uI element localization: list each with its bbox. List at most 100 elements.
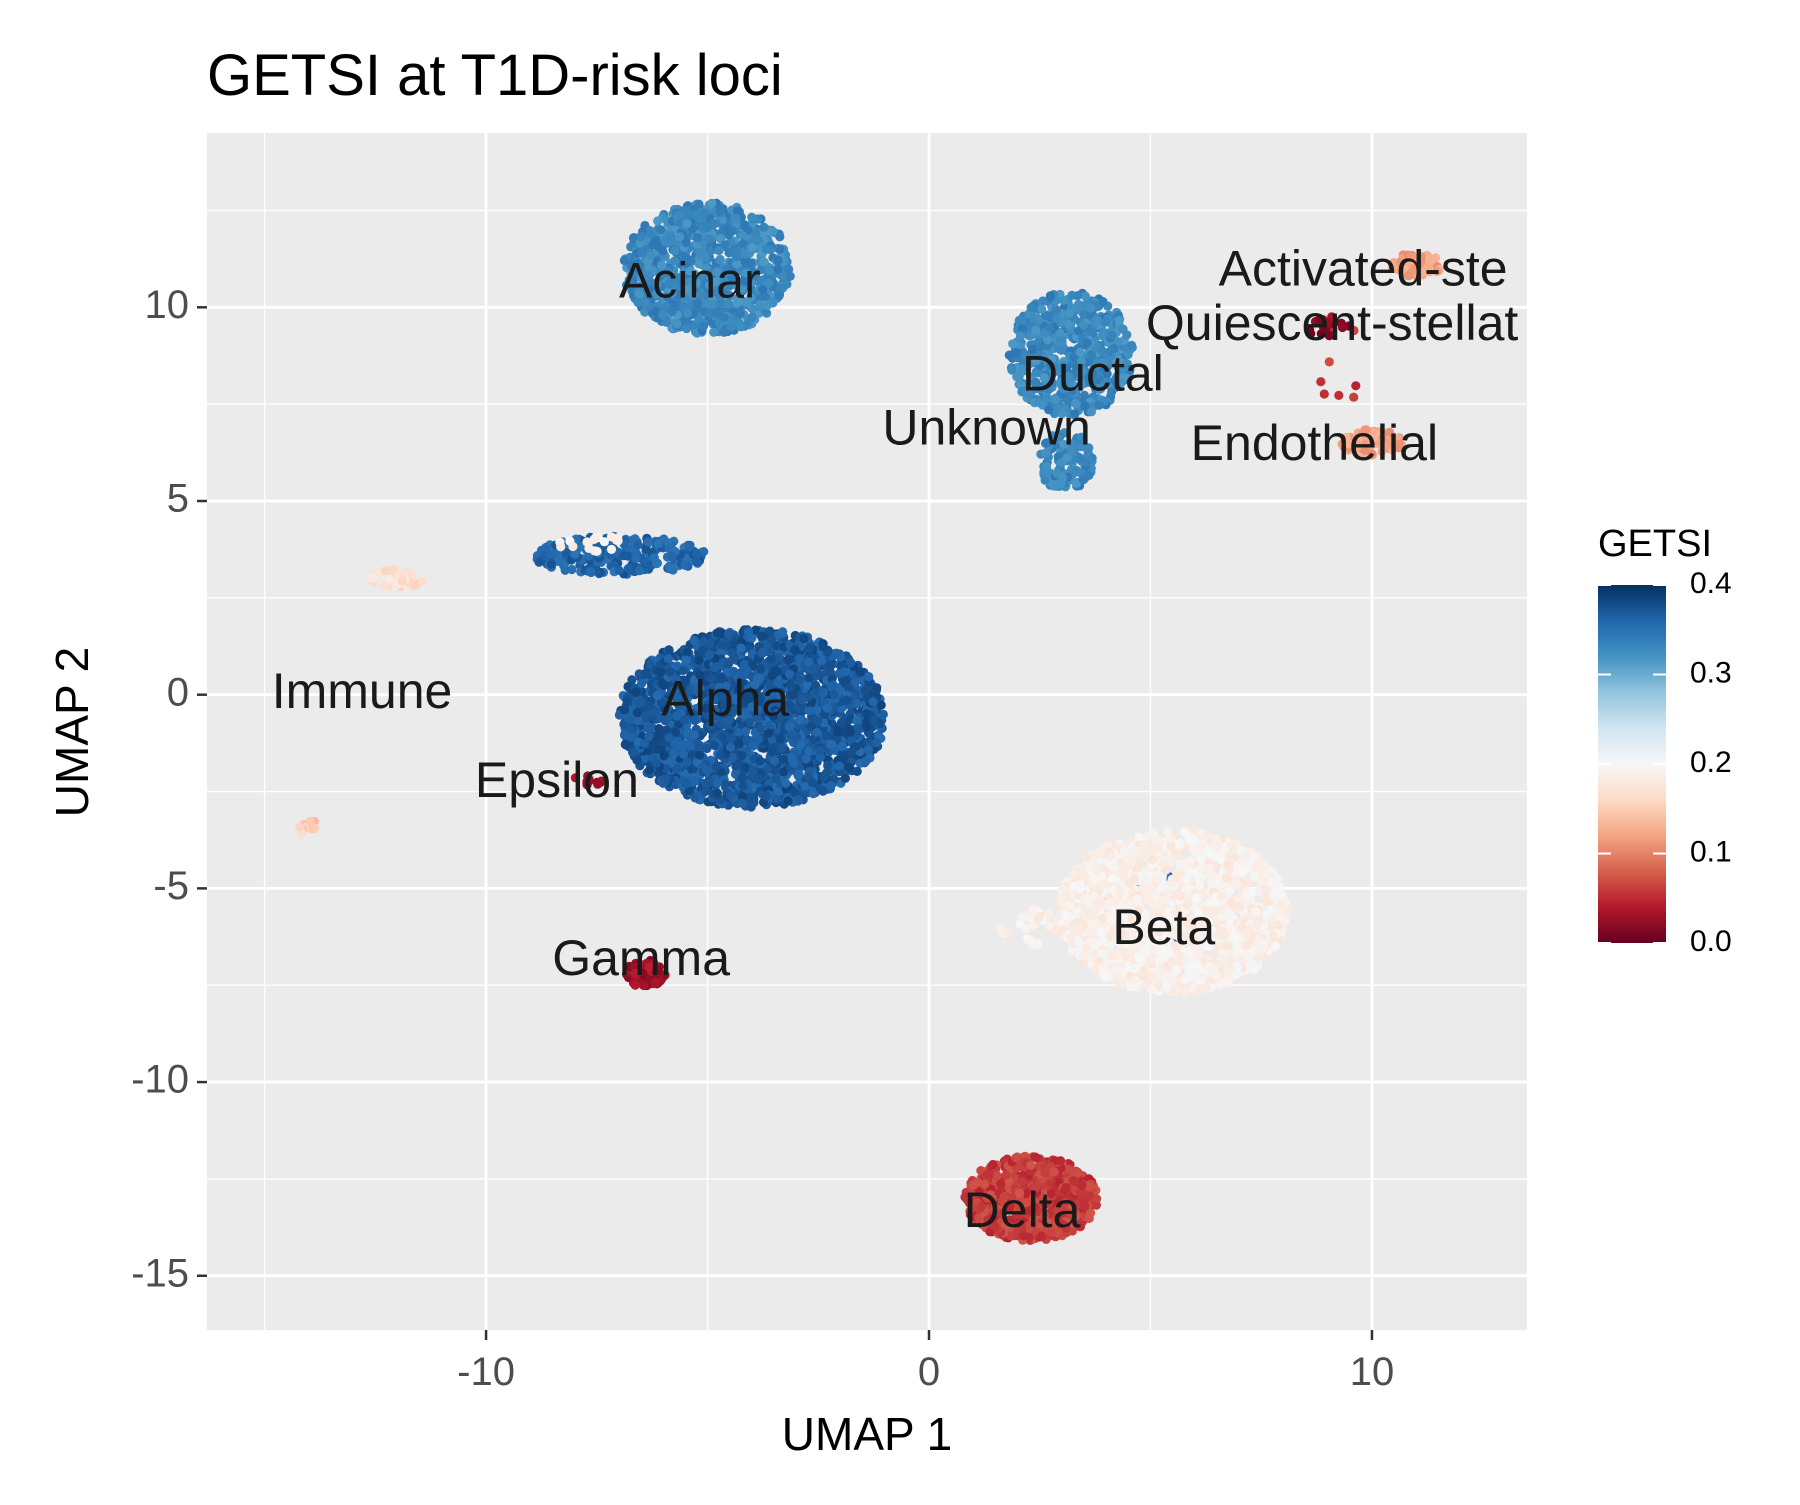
data-point [762, 792, 771, 801]
data-point [1012, 348, 1021, 357]
data-point [1115, 316, 1124, 325]
data-point [738, 781, 747, 790]
data-point [815, 746, 824, 755]
data-point [1052, 306, 1061, 315]
data-point [295, 822, 304, 831]
data-point [664, 538, 673, 547]
data-point [586, 567, 595, 576]
data-point [795, 676, 804, 685]
data-point [709, 328, 718, 337]
data-point [835, 761, 844, 770]
data-point [546, 550, 555, 559]
data-point [765, 278, 774, 287]
data-point [701, 787, 710, 796]
data-point [685, 542, 694, 551]
data-point [682, 656, 691, 665]
data-point [633, 716, 642, 725]
data-point [796, 740, 805, 749]
data-point [713, 629, 722, 638]
data-point [996, 924, 1005, 933]
data-point [737, 751, 746, 760]
data-point [724, 629, 733, 638]
data-point [665, 232, 674, 241]
data-point [716, 208, 725, 217]
data-point [817, 656, 826, 665]
data-point [1004, 928, 1013, 937]
data-point [736, 643, 745, 652]
data-point [706, 639, 715, 648]
data-point [1033, 939, 1042, 948]
data-point [619, 551, 628, 560]
data-point [818, 787, 827, 796]
data-point [667, 552, 676, 561]
data-point [1042, 462, 1051, 471]
data-point [712, 762, 721, 771]
data-point [644, 537, 653, 546]
data-point [734, 739, 743, 748]
data-point [758, 632, 767, 641]
data-point [747, 213, 756, 222]
data-point [1007, 365, 1016, 374]
data-point [308, 824, 317, 833]
data-point [869, 716, 878, 725]
data-point [748, 313, 757, 322]
data-point [841, 774, 850, 783]
data-point [775, 245, 784, 254]
data-point [718, 731, 727, 740]
data-point [741, 763, 750, 772]
data-point [664, 733, 673, 742]
data-point [659, 751, 668, 760]
data-point [798, 696, 807, 705]
data-point [625, 716, 634, 725]
data-point [1098, 297, 1107, 306]
data-point [765, 627, 774, 636]
data-point [707, 199, 716, 208]
data-point [680, 561, 689, 570]
data-point [1075, 454, 1084, 463]
data-point [637, 232, 646, 241]
data-point [784, 265, 793, 274]
data-point [705, 234, 714, 243]
data-point [1059, 296, 1068, 305]
data-point [695, 751, 704, 760]
data-point [652, 759, 661, 768]
data-point [784, 655, 793, 664]
data-point [644, 724, 653, 733]
data-point [879, 710, 888, 719]
data-point [789, 759, 798, 768]
data-point [776, 735, 785, 744]
data-point [747, 243, 756, 252]
data-point [653, 539, 662, 548]
data-point [751, 229, 760, 238]
data-point [754, 775, 763, 784]
data-point [1118, 325, 1127, 334]
data-point [842, 696, 851, 705]
data-point [810, 663, 819, 672]
data-point [1052, 469, 1061, 478]
data-point [665, 563, 674, 572]
data-point [720, 313, 729, 322]
data-point [1334, 391, 1343, 400]
data-point [683, 757, 692, 766]
data-point [1095, 401, 1104, 410]
data-point [759, 647, 768, 656]
data-point [768, 747, 777, 756]
data-point [1079, 320, 1088, 329]
data-point [556, 542, 565, 551]
data-point [631, 688, 640, 697]
chart-title: GETSI at T1D-risk loci [207, 43, 783, 108]
data-point [793, 795, 802, 804]
data-point [1018, 324, 1027, 333]
data-point [591, 533, 600, 542]
data-point [306, 817, 315, 826]
data-point [755, 757, 764, 766]
data-point [631, 554, 640, 563]
data-point [869, 697, 878, 706]
data-point [778, 627, 787, 636]
data-point [613, 533, 622, 542]
data-point [713, 789, 722, 798]
data-point [721, 240, 730, 249]
data-point [812, 706, 821, 715]
